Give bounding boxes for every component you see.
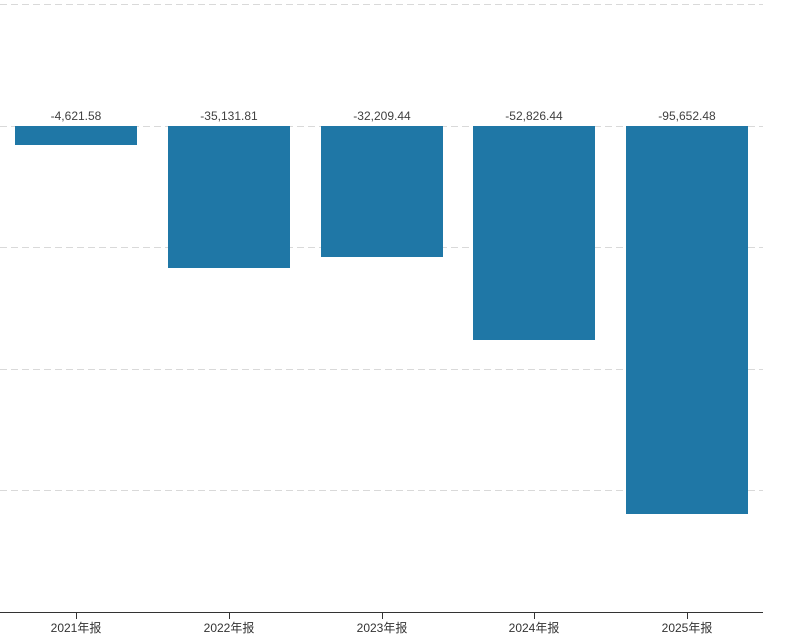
gridline — [0, 369, 763, 370]
bar — [321, 126, 443, 257]
x-axis-label: 2023年报 — [356, 621, 408, 635]
x-axis-line — [0, 612, 763, 613]
bar — [473, 126, 595, 340]
x-tick — [534, 613, 535, 619]
bar-value-label: -52,826.44 — [505, 109, 563, 123]
bar — [626, 126, 748, 514]
gridline — [0, 4, 763, 5]
x-axis-label: 2021年报 — [50, 621, 102, 635]
gridline — [0, 490, 763, 491]
x-tick — [76, 613, 77, 619]
x-tick — [229, 613, 230, 619]
bar — [15, 126, 137, 145]
bar-value-label: -95,652.48 — [658, 109, 716, 123]
x-tick — [382, 613, 383, 619]
bar-value-label: -35,131.81 — [200, 109, 258, 123]
bar — [168, 126, 290, 268]
bar-value-label: -32,209.44 — [353, 109, 411, 123]
bar-value-label: -4,621.58 — [50, 109, 102, 123]
x-axis-label: 2022年报 — [203, 621, 255, 635]
x-axis-label: 2025年报 — [661, 621, 713, 635]
x-tick — [687, 613, 688, 619]
x-axis-label: 2024年报 — [508, 621, 560, 635]
